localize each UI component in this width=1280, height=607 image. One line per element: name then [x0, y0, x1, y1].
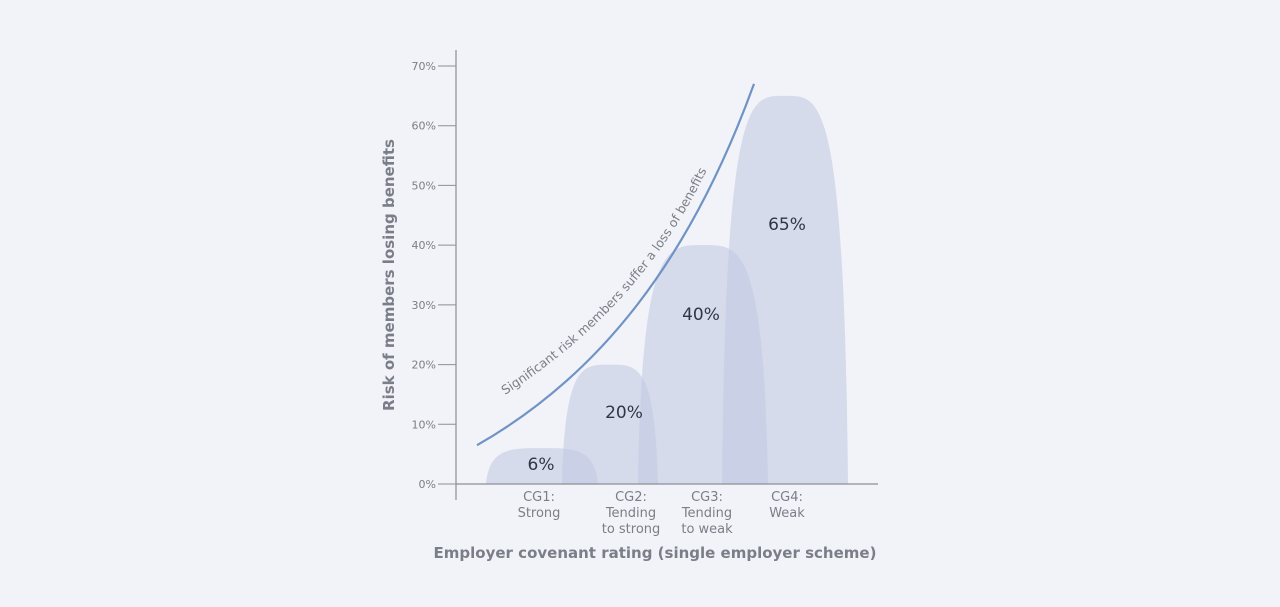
data-label: 65% [768, 215, 806, 235]
x-category-label: Strong [518, 506, 561, 521]
y-tick-label: 70% [412, 60, 436, 73]
x-category-label: to strong [602, 522, 661, 537]
data-label: 6% [528, 455, 555, 475]
y-tick-label: 50% [412, 179, 436, 192]
y-tick-label: 30% [412, 299, 436, 312]
data-label: 40% [682, 305, 720, 325]
y-tick-label: 40% [412, 239, 436, 252]
x-category-label: Weak [769, 506, 805, 521]
x-category-label: CG1: [523, 490, 555, 505]
y-tick-label: 60% [412, 120, 436, 133]
x-axis-title: Employer covenant rating (single employe… [434, 544, 877, 562]
x-category-label: Tending [681, 506, 732, 521]
x-category-label: CG3: [691, 490, 723, 505]
y-tick-label: 0% [419, 478, 436, 491]
risk-area-4 [722, 95, 848, 485]
risk-area-2 [562, 364, 658, 484]
x-category-label: Tending [605, 506, 656, 521]
data-label: 20% [605, 403, 643, 423]
trend-line [476, 83, 756, 447]
y-tick-label: 20% [412, 359, 436, 372]
y-axis-title: Risk of members losing benefits [380, 139, 398, 411]
x-category-label: to weak [681, 522, 733, 537]
x-category-label: CG2: [615, 490, 647, 505]
y-tick-label: 10% [412, 418, 436, 431]
x-category-label: CG4: [771, 490, 803, 505]
